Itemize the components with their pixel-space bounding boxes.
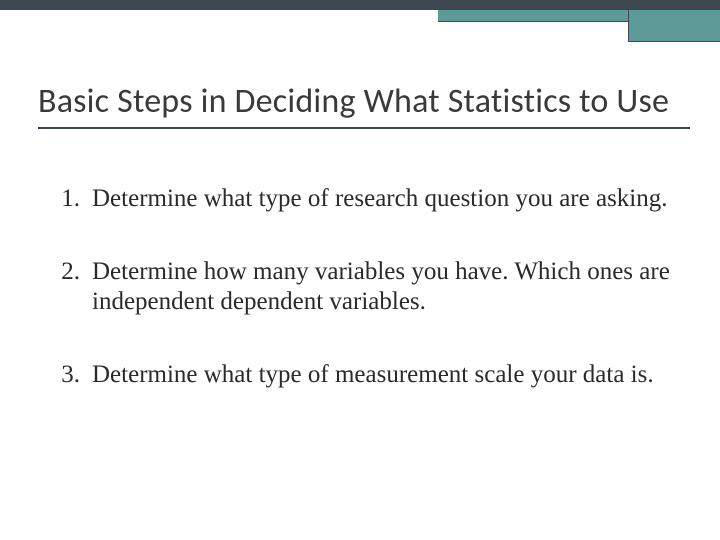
step-item: Determine how many variables you have. W… (80, 257, 680, 318)
slide-title: Basic Steps in Deciding What Statistics … (38, 82, 690, 121)
body-text: Determine what type of research question… (44, 184, 680, 432)
border-seg-dark-full (0, 0, 720, 10)
steps-list: Determine what type of research question… (44, 184, 680, 390)
step-item: Determine what type of research question… (80, 184, 680, 215)
step-text: Determine what type of research question… (92, 185, 668, 212)
step-text: Determine what type of measurement scale… (92, 361, 654, 388)
title-block: Basic Steps in Deciding What Statistics … (38, 82, 690, 129)
slide: Basic Steps in Deciding What Statistics … (0, 0, 720, 540)
title-underline (38, 127, 690, 129)
step-item: Determine what type of measurement scale… (80, 360, 680, 391)
step-text: Determine how many variables you have. W… (92, 258, 670, 316)
